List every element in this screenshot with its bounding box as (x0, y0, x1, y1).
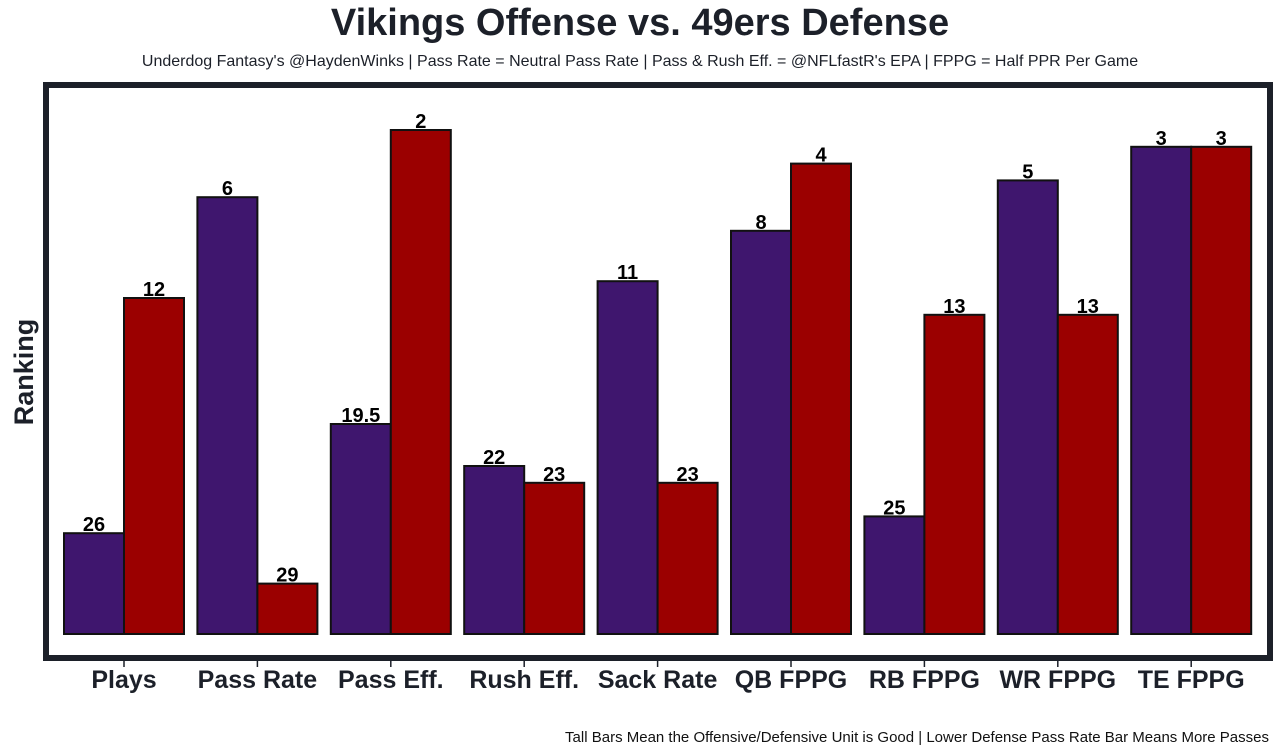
bar-value-label: 26 (83, 514, 105, 536)
bar-value-label: 2 (415, 111, 426, 133)
x-tick-label: QB FPPG (735, 666, 848, 694)
bar-value-label: 13 (943, 296, 965, 318)
bar-value-label: 5 (1022, 161, 1033, 183)
bar-offense-wr-fppg (996, 179, 1059, 635)
bar-value-label: 11 (617, 262, 638, 284)
x-tick-label: RB FPPG (869, 666, 980, 694)
bar-defense-pass-rate (256, 582, 319, 635)
bar-value-label: 4 (815, 145, 827, 167)
bar-offense-te-fppg (1130, 145, 1193, 636)
chart-title: Vikings Offense vs. 49ers Defense (330, 2, 950, 44)
bar-offense-rb-fppg (863, 515, 926, 636)
bar-value-label: 6 (222, 178, 233, 200)
bar-defense-rb-fppg (923, 313, 986, 635)
x-tick-label: Pass Eff. (338, 666, 444, 694)
bar-defense-te-fppg (1190, 145, 1253, 636)
chart-subtitle: Underdog Fantasy's @HaydenWinks | Pass R… (141, 53, 1139, 70)
bar-offense-pass-rate (196, 196, 259, 635)
bar-offense-pass-eff (329, 423, 392, 635)
bar-value-label: 25 (883, 497, 905, 519)
bar-value-label: 29 (276, 565, 298, 587)
x-tick-label: Sack Rate (598, 666, 718, 694)
bar-value-label: 3 (1216, 128, 1227, 150)
x-tick-label: Rush Eff. (469, 666, 579, 694)
bar-defense-sack-rate (656, 481, 719, 635)
bar-value-label: 12 (143, 279, 165, 301)
bar-value-label: 23 (543, 464, 565, 486)
bar-value-label: 8 (755, 212, 766, 234)
bar-value-label: 3 (1156, 128, 1167, 150)
y-axis-label: Ranking (9, 319, 39, 426)
bar-offense-rush-eff (463, 465, 526, 635)
bar-offense-plays (63, 532, 125, 636)
bar-defense-qb-fppg (790, 162, 852, 635)
bar-offense-qb-fppg (730, 229, 792, 636)
x-tick-label: Plays (91, 666, 156, 694)
x-tick-label: Pass Rate (198, 666, 318, 694)
bar-offense-sack-rate (596, 280, 659, 635)
x-tick-label: WR FPPG (999, 666, 1116, 694)
bar-defense-pass-eff (389, 129, 452, 635)
bar-value-label: 13 (1077, 296, 1099, 318)
bar-defense-plays (123, 297, 185, 635)
bar-value-label: 23 (676, 464, 698, 486)
bar-defense-rush-eff (523, 481, 586, 635)
bar-defense-wr-fppg (1056, 313, 1119, 635)
x-tick-label: TE FPPG (1138, 666, 1245, 694)
x-ticks-group: Plays Pass Rate Pass Eff. Rush Eff. Sack Rat… (91, 661, 1245, 694)
bar-value-label: 22 (483, 447, 505, 469)
chart-footnote: Tall Bars Mean the Offensive/Defensive U… (565, 729, 1269, 746)
bars-group (63, 129, 1253, 636)
bar-value-label: 19.5 (341, 405, 380, 427)
